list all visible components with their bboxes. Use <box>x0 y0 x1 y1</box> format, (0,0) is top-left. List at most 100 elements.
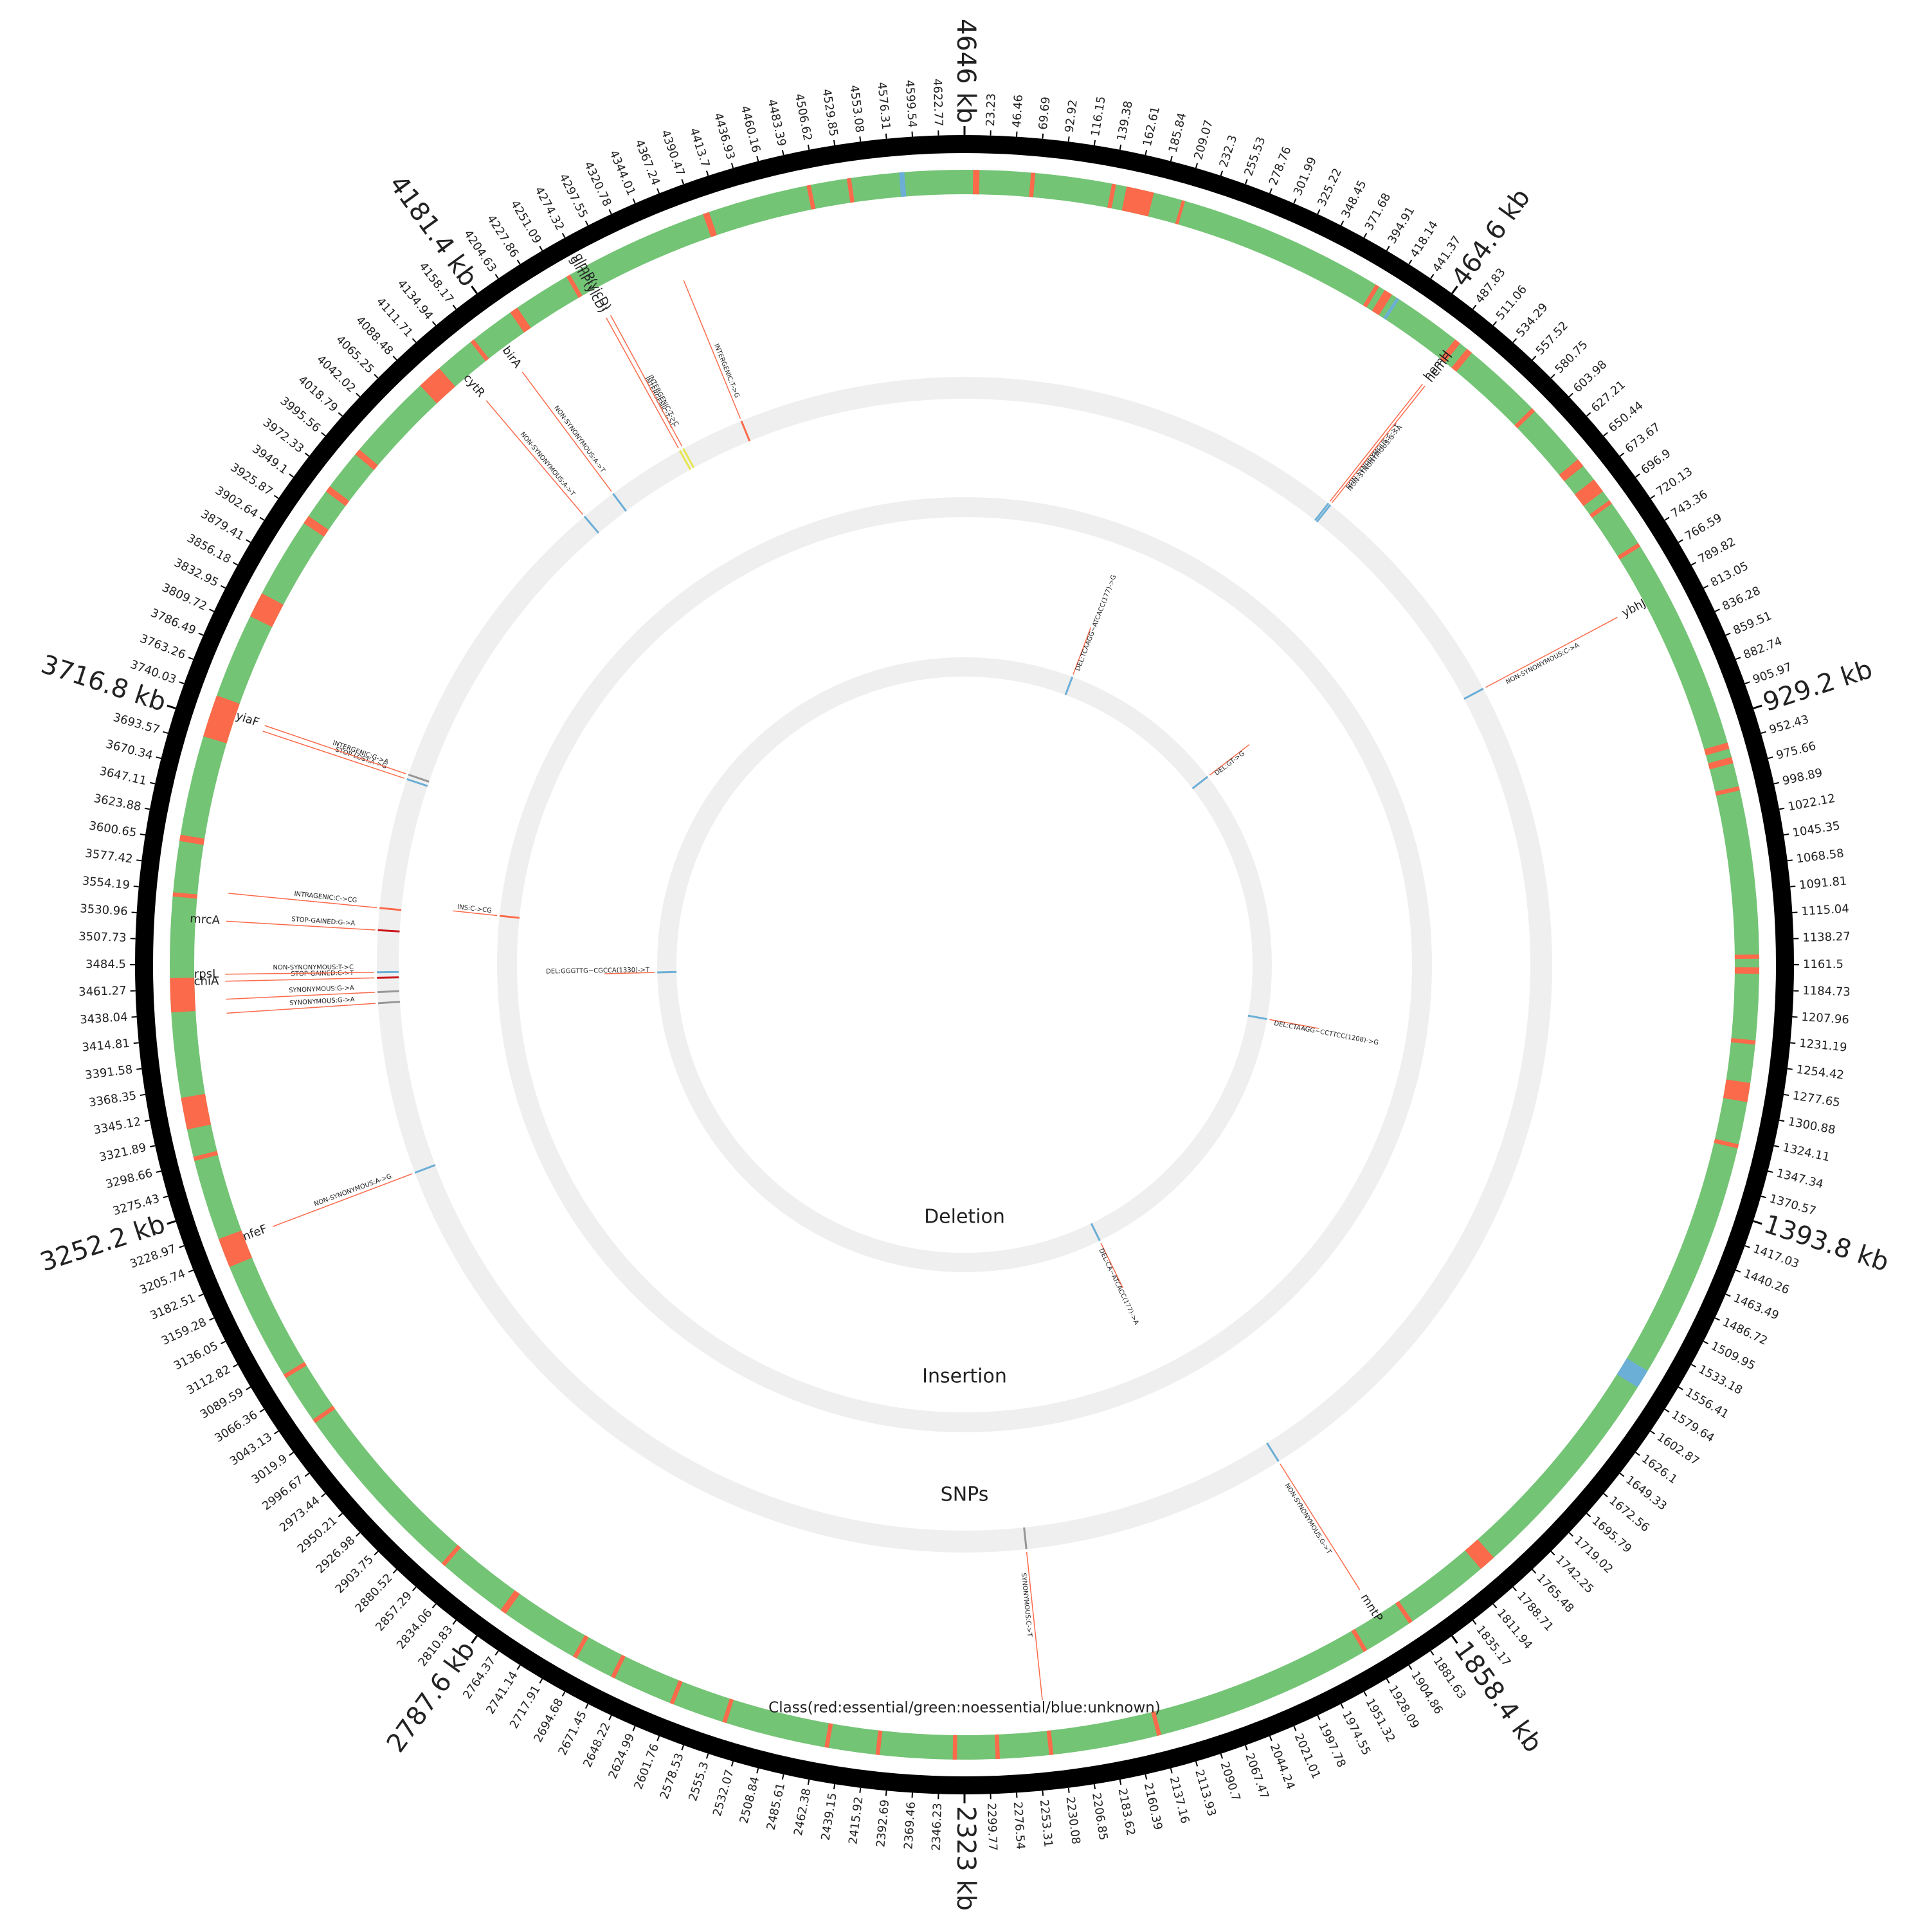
tick-mark <box>163 732 168 733</box>
mutation-annotation: NON-SYNONYMOUS:T->C <box>273 964 354 972</box>
tick-label: 2694.68 <box>531 1696 566 1744</box>
essential-segment <box>314 523 318 530</box>
tick-label: 2067.47 <box>1242 1751 1271 1801</box>
tick-mark <box>757 156 758 161</box>
tick-mark <box>1094 140 1095 145</box>
essential-segment <box>1743 1039 1744 1044</box>
tick-mark <box>246 540 251 542</box>
tick-mark <box>289 474 293 477</box>
tick-mark <box>1364 233 1366 238</box>
tick-mark <box>1665 1409 1669 1412</box>
tick-label: 1347.34 <box>1775 1167 1825 1192</box>
essential-segment <box>675 1691 678 1693</box>
tick-mark <box>1196 1762 1197 1767</box>
track-label: Deletion <box>924 1206 1005 1228</box>
tick-mark <box>1735 657 1740 659</box>
tick-label: 46.46 <box>1010 94 1026 128</box>
tick-label: 4553.08 <box>847 84 866 133</box>
tick-mark <box>132 912 137 913</box>
tick-label: 3786.49 <box>149 606 198 637</box>
tick-label: 4436.93 <box>711 111 738 161</box>
tick-label: 859.51 <box>1731 609 1773 637</box>
tick-mark <box>156 757 161 758</box>
tick-mark <box>1784 834 1789 835</box>
tick-label: 255.53 <box>1242 135 1268 178</box>
essential-segment <box>1473 1549 1486 1560</box>
tick-mark <box>1620 453 1624 456</box>
tick-mark <box>1753 1221 1762 1224</box>
essential-segment <box>877 1742 882 1743</box>
tick-mark <box>808 145 809 150</box>
tick-label: 3902.64 <box>213 484 260 521</box>
tick-mark <box>808 1780 809 1785</box>
mutation-annotation: SYNONYMOUS:G->A <box>289 985 354 994</box>
tick-mark <box>140 834 145 835</box>
essential-segment <box>1402 1611 1406 1614</box>
tick-mark <box>1431 274 1433 278</box>
tick-mark <box>539 1679 542 1683</box>
tick-mark <box>374 374 378 378</box>
tick-label: 4599.54 <box>902 80 919 129</box>
tick-mark <box>188 657 193 659</box>
tick-mark <box>563 1691 565 1696</box>
major-tick-label: 3716.8 kb <box>37 650 170 718</box>
essential-segment <box>365 457 368 462</box>
essential-segment <box>726 1710 730 1711</box>
tick-label: 882.74 <box>1741 635 1784 662</box>
tick-label: 1626.1 <box>1639 1452 1680 1487</box>
tick-mark <box>495 1651 498 1655</box>
tick-mark <box>886 134 887 139</box>
tick-mark <box>1042 1791 1043 1796</box>
essential-segment <box>1735 1081 1739 1100</box>
tick-label: 1161.5 <box>1803 958 1843 971</box>
class-ring <box>182 182 1747 1747</box>
tick-label: 3879.41 <box>198 507 246 543</box>
tick-label: 1904.86 <box>1408 1669 1445 1717</box>
tick-label: 116.15 <box>1089 95 1109 137</box>
class-legend: Class(red:essential/green:noessential/bl… <box>768 1700 1161 1717</box>
tick-label: 3136.05 <box>172 1339 221 1373</box>
tick-label: 1022.12 <box>1787 792 1836 814</box>
tick-mark <box>1569 1533 1573 1536</box>
tick-mark <box>1551 1551 1555 1555</box>
tick-mark <box>338 413 342 416</box>
essential-segment <box>827 1735 831 1736</box>
tick-label: 766.59 <box>1683 511 1725 543</box>
tick-mark <box>393 356 396 360</box>
tick-label: 4390.47 <box>658 128 687 178</box>
tick-label: 3856.18 <box>185 531 233 566</box>
tick-mark <box>609 1715 611 1720</box>
tick-mark <box>433 1604 436 1608</box>
essential-segment <box>336 494 340 499</box>
tick-mark <box>1387 1679 1390 1683</box>
tick-mark <box>1431 1651 1433 1655</box>
tick-label: 4274.32 <box>532 185 566 233</box>
tick-label: 2160.39 <box>1141 1782 1165 1831</box>
tick-label: 3530.96 <box>80 902 129 918</box>
tick-label: 4413.7 <box>687 127 712 169</box>
tick-label: 2090.7 <box>1217 1760 1242 1803</box>
tick-mark <box>1761 732 1766 733</box>
essential-segment <box>1568 467 1573 473</box>
tick-label: 1231.19 <box>1798 1037 1847 1055</box>
tick-label: 813.05 <box>1708 560 1751 590</box>
mutation-annotation: SYNONYMOUS:C->T <box>1020 1572 1033 1637</box>
tick-label: 1184.73 <box>1802 984 1851 999</box>
unknown-segment <box>900 184 905 185</box>
tick-label: 3414.81 <box>82 1037 131 1055</box>
track-ring <box>507 507 1422 1423</box>
leader-line <box>273 1174 412 1226</box>
gene-label: mrcA <box>190 912 221 927</box>
essential-segment <box>707 224 712 226</box>
tick-label: 836.28 <box>1720 584 1762 614</box>
tick-label: 3345.12 <box>93 1115 142 1138</box>
tick-mark <box>1318 210 1319 214</box>
essential-segment <box>1447 349 1453 353</box>
tick-mark <box>1745 1246 1750 1248</box>
tick-label: 1556.41 <box>1683 1385 1731 1421</box>
tick-mark <box>1761 1196 1766 1198</box>
tick-mark <box>167 1221 176 1224</box>
tick-mark <box>633 199 635 203</box>
tick-mark <box>163 1196 168 1198</box>
gene-label: birA <box>500 344 525 371</box>
